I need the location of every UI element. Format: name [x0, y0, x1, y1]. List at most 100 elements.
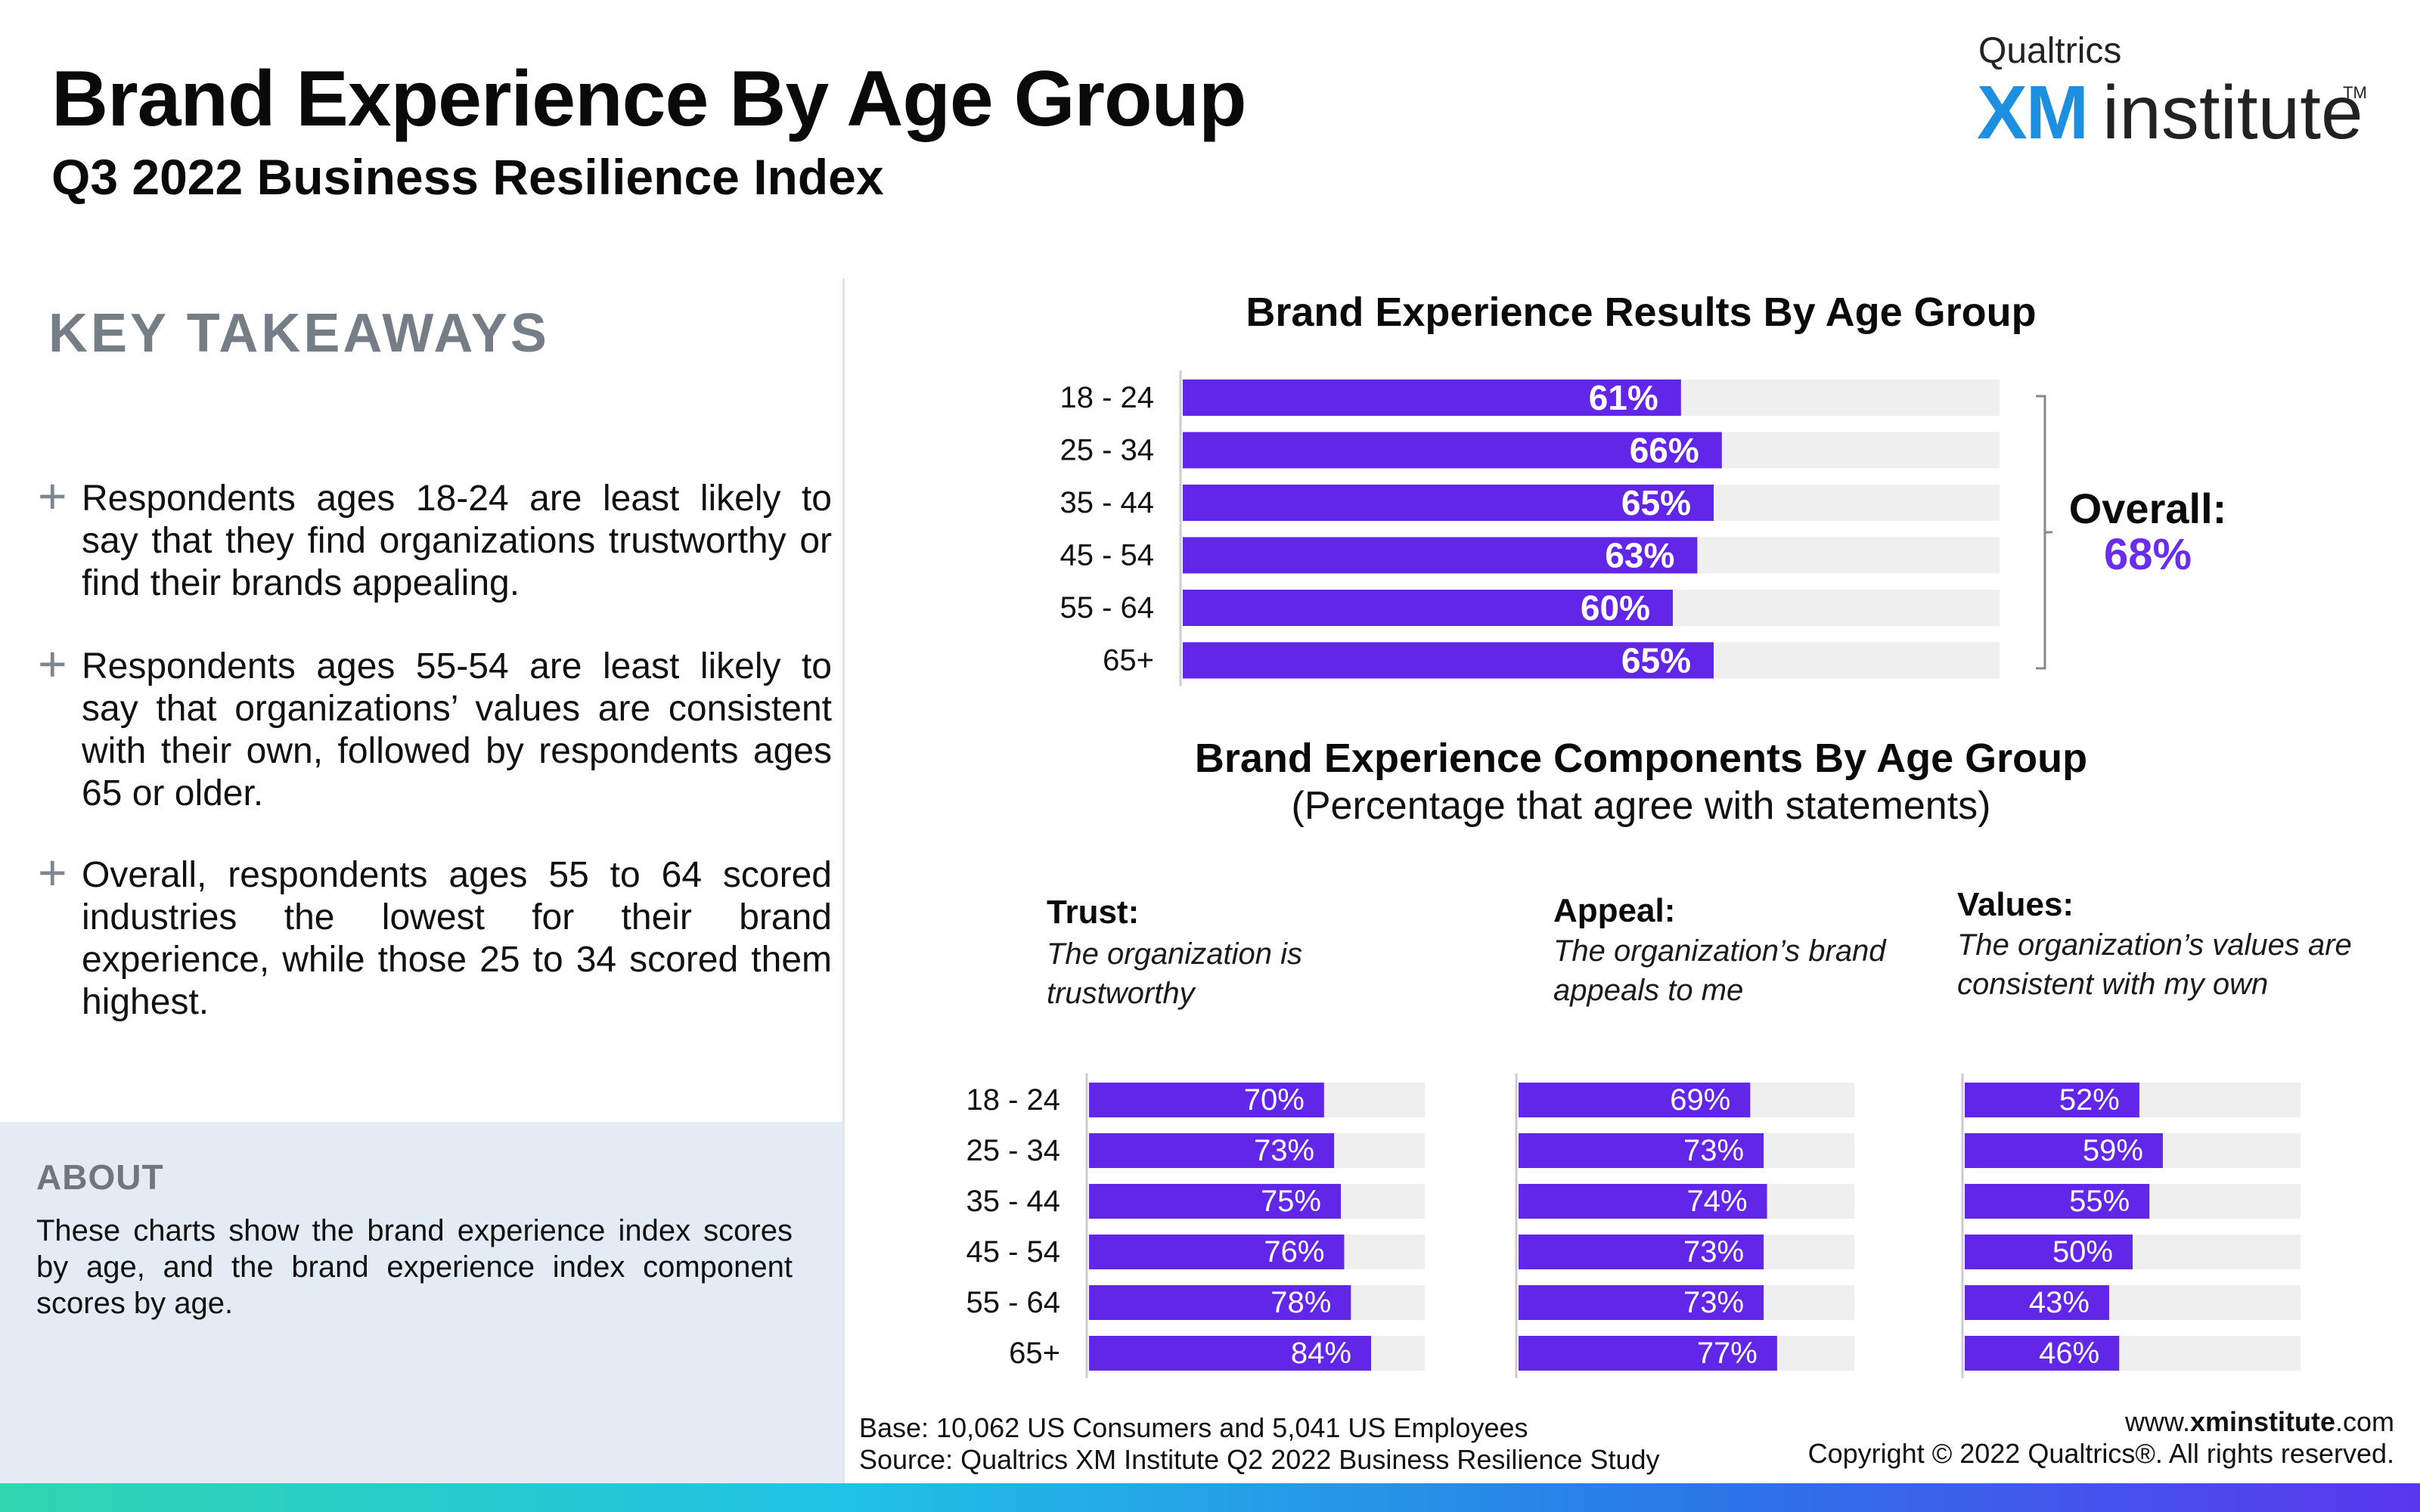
page-subtitle: Q3 2022 Business Resilience Index — [51, 149, 884, 205]
category-label: 35 - 44 — [966, 1185, 1060, 1218]
bar — [1965, 1184, 2150, 1219]
footer-base: Base: 10,062 US Consumers and 5,041 US E… — [859, 1412, 1528, 1443]
appeal-heading: Appeal: — [1553, 892, 1676, 929]
values-description: The organization’s values are consistent… — [1957, 928, 2352, 1001]
trust-description: The organization is trustworthy — [1047, 937, 1302, 1010]
bar — [1089, 1133, 1335, 1168]
bottom-gradient-bar — [0, 1483, 2420, 1512]
category-label: 45 - 54 — [1060, 539, 1154, 572]
page-title: Brand Experience By Age Group — [51, 55, 1247, 143]
trust-chart: 70% 18 - 24 73% 25 - 34 75% 35 - 44 76% 45 - 54… — [966, 1074, 1425, 1378]
bar — [1183, 537, 1698, 574]
bar — [1183, 485, 1714, 521]
category-label: 55 - 64 — [1060, 591, 1154, 624]
data-label: 78% — [1270, 1286, 1331, 1319]
logo-xm-text: XM — [1977, 70, 2089, 155]
bar — [1183, 380, 1681, 416]
bar — [1965, 1083, 2139, 1117]
takeaway-text: Respondents ages 55-54 are least likely … — [82, 646, 832, 813]
footer-copyright: Copyright © 2022 Qualtrics®. All rights … — [1807, 1438, 2394, 1469]
trust-heading: Trust: — [1047, 894, 1140, 931]
plus-icon: + — [38, 636, 67, 692]
category-label: 18 - 24 — [966, 1083, 1060, 1117]
results-chart: 61% 18 - 24 66% 25 - 34 65% 35 - 44 63% 45 - 54… — [1060, 370, 2000, 686]
category-label: 45 - 54 — [966, 1235, 1060, 1269]
overall-bracket — [2036, 395, 2046, 670]
category-label: 55 - 64 — [966, 1286, 1060, 1319]
category-label: 65+ — [1103, 644, 1154, 677]
category-label: 35 - 44 — [1060, 486, 1154, 519]
takeaway-text: Respondents ages 18-24 are least likely … — [82, 479, 832, 603]
data-label: 74% — [1686, 1185, 1747, 1218]
footer-source: Source: Qualtrics XM Institute Q2 2022 B… — [859, 1444, 1660, 1475]
data-label: 77% — [1697, 1337, 1758, 1370]
bar — [1089, 1235, 1345, 1269]
footer-sources: Base: 10,062 US Consumers and 5,041 US E… — [859, 1412, 1660, 1476]
category-label: 65+ — [1009, 1337, 1060, 1370]
data-label: 70% — [1244, 1083, 1305, 1117]
key-takeaways-heading: KEY TAKEAWAYS — [48, 303, 550, 364]
data-label: 65% — [1621, 483, 1691, 522]
bar — [1519, 1133, 1764, 1168]
components-chart-subtitle: (Percentage that agree with statements) — [1291, 784, 1991, 828]
data-label: 66% — [1630, 431, 1699, 470]
bar — [1519, 1235, 1764, 1269]
data-label: 84% — [1291, 1337, 1351, 1370]
category-label: 18 - 24 — [1060, 381, 1154, 414]
bar — [1089, 1336, 1371, 1371]
bar — [1089, 1184, 1341, 1219]
data-label: 59% — [2083, 1134, 2143, 1167]
bar — [1089, 1083, 1324, 1117]
takeaway-text: Overall, respondents ages 55 to 64 score… — [82, 855, 832, 1022]
bar — [1183, 590, 1673, 626]
data-label: 55% — [2069, 1185, 2130, 1218]
data-label: 52% — [2059, 1083, 2120, 1117]
footer-copyright-block: www.xminstitute.com Copyright © 2022 Qua… — [1808, 1406, 2394, 1470]
overall-label: Overall: — [2068, 485, 2227, 532]
about-panel — [0, 1122, 842, 1485]
data-label: 73% — [1683, 1134, 1744, 1167]
logo-brand-text: Qualtrics — [1978, 31, 2122, 71]
data-label: 43% — [2029, 1286, 2090, 1319]
logo-institute-text: institute — [2102, 70, 2363, 155]
data-label: 75% — [1261, 1185, 1321, 1218]
bar — [1965, 1133, 2163, 1168]
data-label: 61% — [1589, 378, 1658, 417]
bar — [1183, 642, 1714, 679]
overall-value: 68% — [2103, 530, 2192, 579]
plus-icon: + — [38, 468, 67, 524]
footer-url[interactable]: www.xminstitute.com — [2124, 1406, 2394, 1437]
values-heading: Values: — [1957, 886, 2074, 923]
bar — [1965, 1336, 2120, 1371]
components-chart-title: Brand Experience Components By Age Group — [1194, 736, 2088, 781]
bar — [1183, 432, 1722, 469]
data-label: 65% — [1621, 641, 1691, 680]
data-label: 76% — [1264, 1235, 1324, 1269]
category-label: 25 - 34 — [966, 1134, 1060, 1167]
bar — [1519, 1083, 1751, 1117]
panel-divider — [842, 278, 845, 1485]
data-label: 50% — [2052, 1235, 2113, 1269]
bar — [1089, 1285, 1351, 1320]
data-label: 73% — [1254, 1134, 1314, 1167]
bar — [1519, 1336, 1777, 1371]
appeal-description: The organization’s brand appeals to me — [1553, 934, 1886, 1007]
data-label: 73% — [1683, 1235, 1744, 1269]
bar — [1965, 1285, 2109, 1320]
logo-tm-mark: TM — [2343, 83, 2367, 102]
plus-icon: + — [38, 844, 67, 900]
bar — [1965, 1235, 2133, 1269]
values-chart: 52%18 - 2459%25 - 3455%35 - 4450%45 - 54… — [1961, 1074, 2301, 1378]
about-heading: ABOUT — [36, 1157, 164, 1197]
data-label: 73% — [1683, 1286, 1744, 1319]
data-label: 60% — [1581, 588, 1650, 627]
bar — [1519, 1184, 1767, 1219]
about-text: These charts show the brand experience i… — [36, 1214, 793, 1320]
data-label: 46% — [2039, 1337, 2099, 1370]
results-chart-title: Brand Experience Results By Age Group — [1246, 290, 2037, 335]
data-label: 63% — [1605, 536, 1674, 575]
category-label: 25 - 34 — [1060, 434, 1154, 467]
bar — [1519, 1285, 1764, 1320]
